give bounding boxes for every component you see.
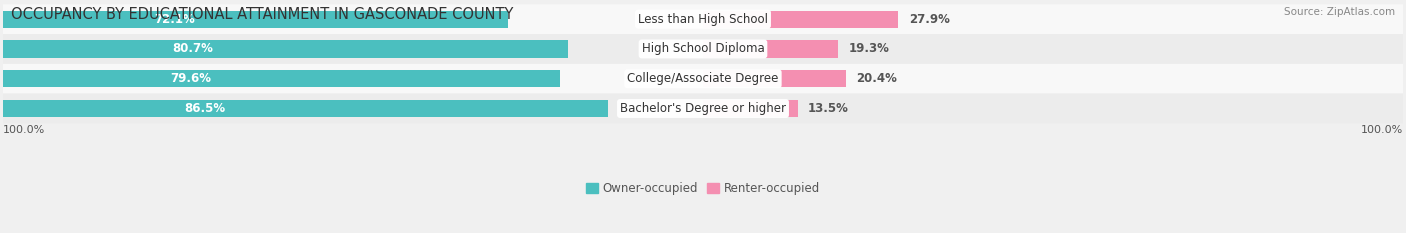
Text: 72.1%: 72.1% xyxy=(155,13,195,26)
Text: OCCUPANCY BY EDUCATIONAL ATTAINMENT IN GASCONADE COUNTY: OCCUPANCY BY EDUCATIONAL ATTAINMENT IN G… xyxy=(11,7,513,22)
Text: 79.6%: 79.6% xyxy=(170,72,211,85)
Bar xyxy=(703,100,797,117)
Text: 100.0%: 100.0% xyxy=(1361,126,1403,135)
Text: 20.4%: 20.4% xyxy=(856,72,897,85)
Text: Source: ZipAtlas.com: Source: ZipAtlas.com xyxy=(1284,7,1395,17)
Bar xyxy=(3,100,609,117)
Bar xyxy=(3,10,508,28)
FancyBboxPatch shape xyxy=(3,94,1403,123)
Text: 80.7%: 80.7% xyxy=(173,42,214,55)
Bar xyxy=(703,70,846,87)
Legend: Owner-occupied, Renter-occupied: Owner-occupied, Renter-occupied xyxy=(586,182,820,195)
Text: 86.5%: 86.5% xyxy=(184,102,225,115)
FancyBboxPatch shape xyxy=(3,64,1403,94)
Bar xyxy=(3,40,568,58)
Bar xyxy=(703,40,838,58)
Bar xyxy=(3,70,560,87)
Text: Bachelor's Degree or higher: Bachelor's Degree or higher xyxy=(620,102,786,115)
Text: 27.9%: 27.9% xyxy=(908,13,949,26)
Bar xyxy=(703,10,898,28)
Text: High School Diploma: High School Diploma xyxy=(641,42,765,55)
Text: 19.3%: 19.3% xyxy=(849,42,890,55)
Text: 13.5%: 13.5% xyxy=(808,102,849,115)
FancyBboxPatch shape xyxy=(3,4,1403,34)
Text: College/Associate Degree: College/Associate Degree xyxy=(627,72,779,85)
Text: 100.0%: 100.0% xyxy=(3,126,45,135)
FancyBboxPatch shape xyxy=(3,34,1403,64)
Text: Less than High School: Less than High School xyxy=(638,13,768,26)
